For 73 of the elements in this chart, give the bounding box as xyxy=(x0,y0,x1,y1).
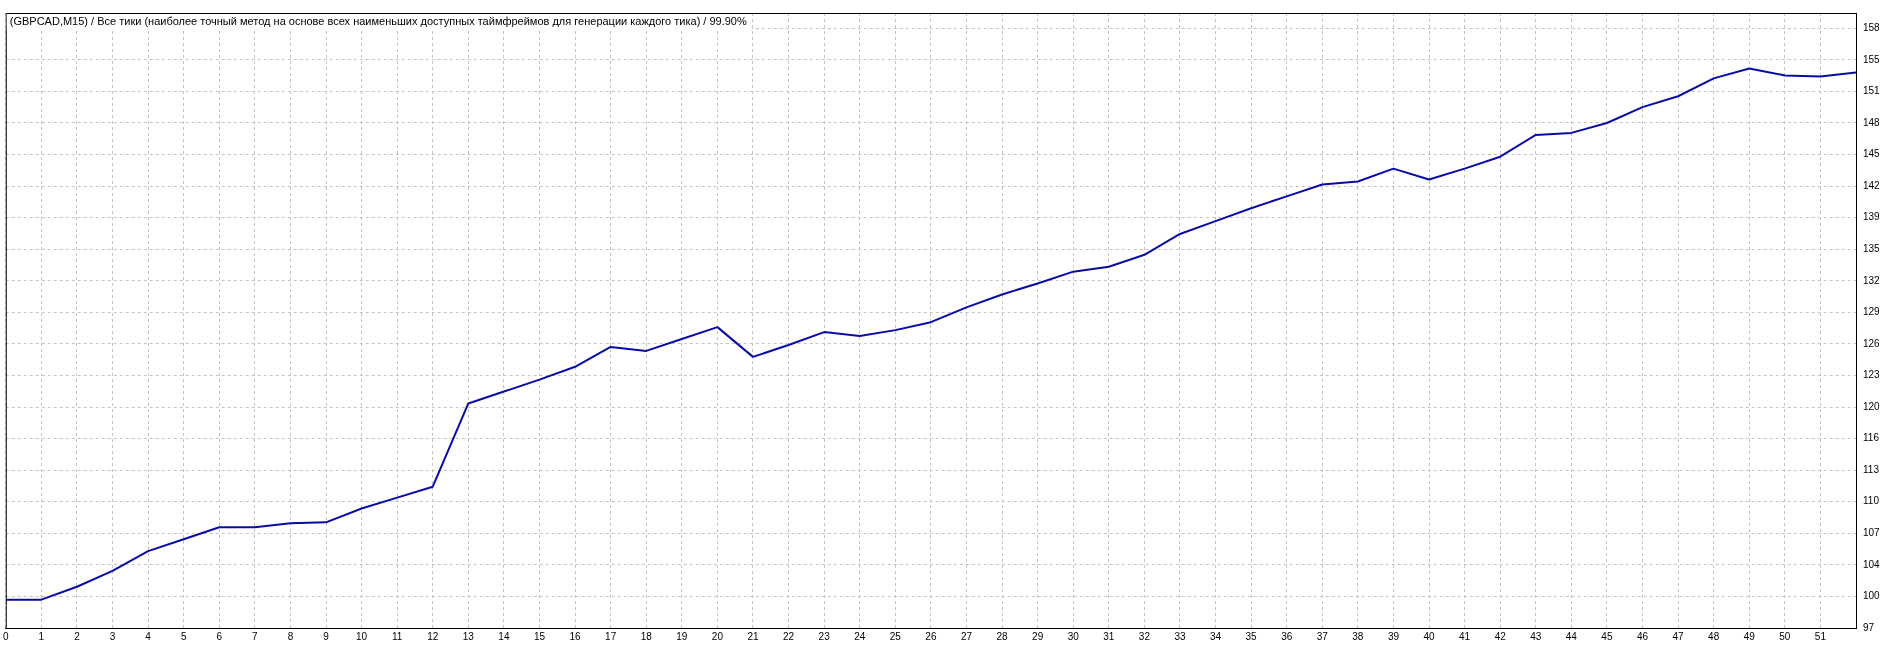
x-tick-label: 17 xyxy=(605,630,617,642)
y-tick-label: 148 xyxy=(1863,116,1881,128)
x-tick-label: 13 xyxy=(462,630,475,642)
x-tick-label: 43 xyxy=(1530,630,1542,642)
x-tick-label: 16 xyxy=(569,630,582,642)
y-tick-label: 123 xyxy=(1863,369,1881,381)
y-tick-label: 107 xyxy=(1863,527,1881,539)
x-tick-label: 51 xyxy=(1814,630,1827,642)
x-tick-label: 49 xyxy=(1743,630,1756,642)
x-tick-label: 1 xyxy=(38,630,45,642)
x-tick-label: 27 xyxy=(960,630,973,642)
y-tick-label: 145 xyxy=(1863,148,1881,160)
x-tick-label: 14 xyxy=(498,630,510,642)
x-tick-label: 22 xyxy=(783,630,795,642)
x-tick-label: 25 xyxy=(889,630,902,642)
chart-title: (GBPCAD,M15) / Все тики (наиболее точный метод на основе всех наименьших доступных таймфреймов для генерации каждого тика) / 99.90% xyxy=(9,15,747,28)
x-tick-label: 38 xyxy=(1352,630,1364,642)
x-tick-label: 9 xyxy=(323,630,330,642)
y-tick-label: 155 xyxy=(1863,53,1881,65)
x-tick-label: 7 xyxy=(252,630,259,642)
x-tick-label: 47 xyxy=(1672,630,1685,642)
x-tick-label: 5 xyxy=(180,630,187,642)
x-tick-label: 45 xyxy=(1601,630,1613,642)
x-tick-label: 8 xyxy=(287,630,294,642)
x-tick-label: 20 xyxy=(711,630,724,642)
y-tick-label: 129 xyxy=(1863,306,1881,318)
y-tick-label: 97 xyxy=(1863,621,1875,633)
x-tick-label: 37 xyxy=(1316,630,1329,642)
x-tick-label: 24 xyxy=(854,630,866,642)
x-tick-label: 26 xyxy=(925,630,937,642)
x-tick-label: 23 xyxy=(818,630,831,642)
x-tick-label: 15 xyxy=(533,630,546,642)
y-tick-label: 151 xyxy=(1863,85,1881,97)
x-tick-label: 34 xyxy=(1209,630,1222,642)
x-tick-label: 18 xyxy=(640,630,653,642)
x-tick-label: 40 xyxy=(1423,630,1436,642)
x-tick-label: 46 xyxy=(1636,630,1649,642)
x-tick-label: 10 xyxy=(356,630,368,642)
x-tick-label: 29 xyxy=(1032,630,1044,642)
x-tick-label: 44 xyxy=(1565,630,1578,642)
x-tick-label: 41 xyxy=(1459,630,1471,642)
x-tick-label: 35 xyxy=(1245,630,1258,642)
x-tick-label: 11 xyxy=(391,630,403,642)
x-tick-label: 12 xyxy=(427,630,439,642)
x-tick-label: 39 xyxy=(1387,630,1400,642)
x-tick-label: 21 xyxy=(747,630,759,642)
y-tick-label: 158 xyxy=(1863,22,1881,34)
y-tick-label: 116 xyxy=(1863,432,1880,444)
y-tick-label: 100 xyxy=(1863,590,1881,602)
x-tick-label: 31 xyxy=(1103,630,1115,642)
x-tick-label: 28 xyxy=(996,630,1009,642)
y-tick-label: 142 xyxy=(1863,179,1881,191)
y-tick-label: 126 xyxy=(1863,337,1881,349)
y-tick-label: 104 xyxy=(1863,558,1881,570)
y-tick-label: 113 xyxy=(1863,463,1880,475)
x-tick-label: 2 xyxy=(74,630,81,642)
x-tick-label: 36 xyxy=(1281,630,1293,642)
x-tick-label: 50 xyxy=(1779,630,1791,642)
y-tick-label: 135 xyxy=(1863,243,1881,254)
x-tick-label: 19 xyxy=(676,630,688,642)
x-tick-label: 0 xyxy=(3,630,9,642)
x-tick-label: 30 xyxy=(1067,630,1080,642)
x-tick-label: 3 xyxy=(109,630,116,642)
x-tick-label: 33 xyxy=(1174,630,1186,642)
y-tick-label: 110 xyxy=(1863,495,1880,507)
x-tick-label: 32 xyxy=(1138,630,1151,642)
x-tick-label: 4 xyxy=(145,630,152,642)
x-tick-label: 48 xyxy=(1708,630,1720,642)
y-tick-label: 132 xyxy=(1863,274,1881,286)
x-tick-label: 6 xyxy=(216,630,223,642)
y-tick-label: 120 xyxy=(1863,400,1881,412)
y-tick-label: 139 xyxy=(1863,211,1881,223)
x-tick-label: 42 xyxy=(1494,630,1507,642)
